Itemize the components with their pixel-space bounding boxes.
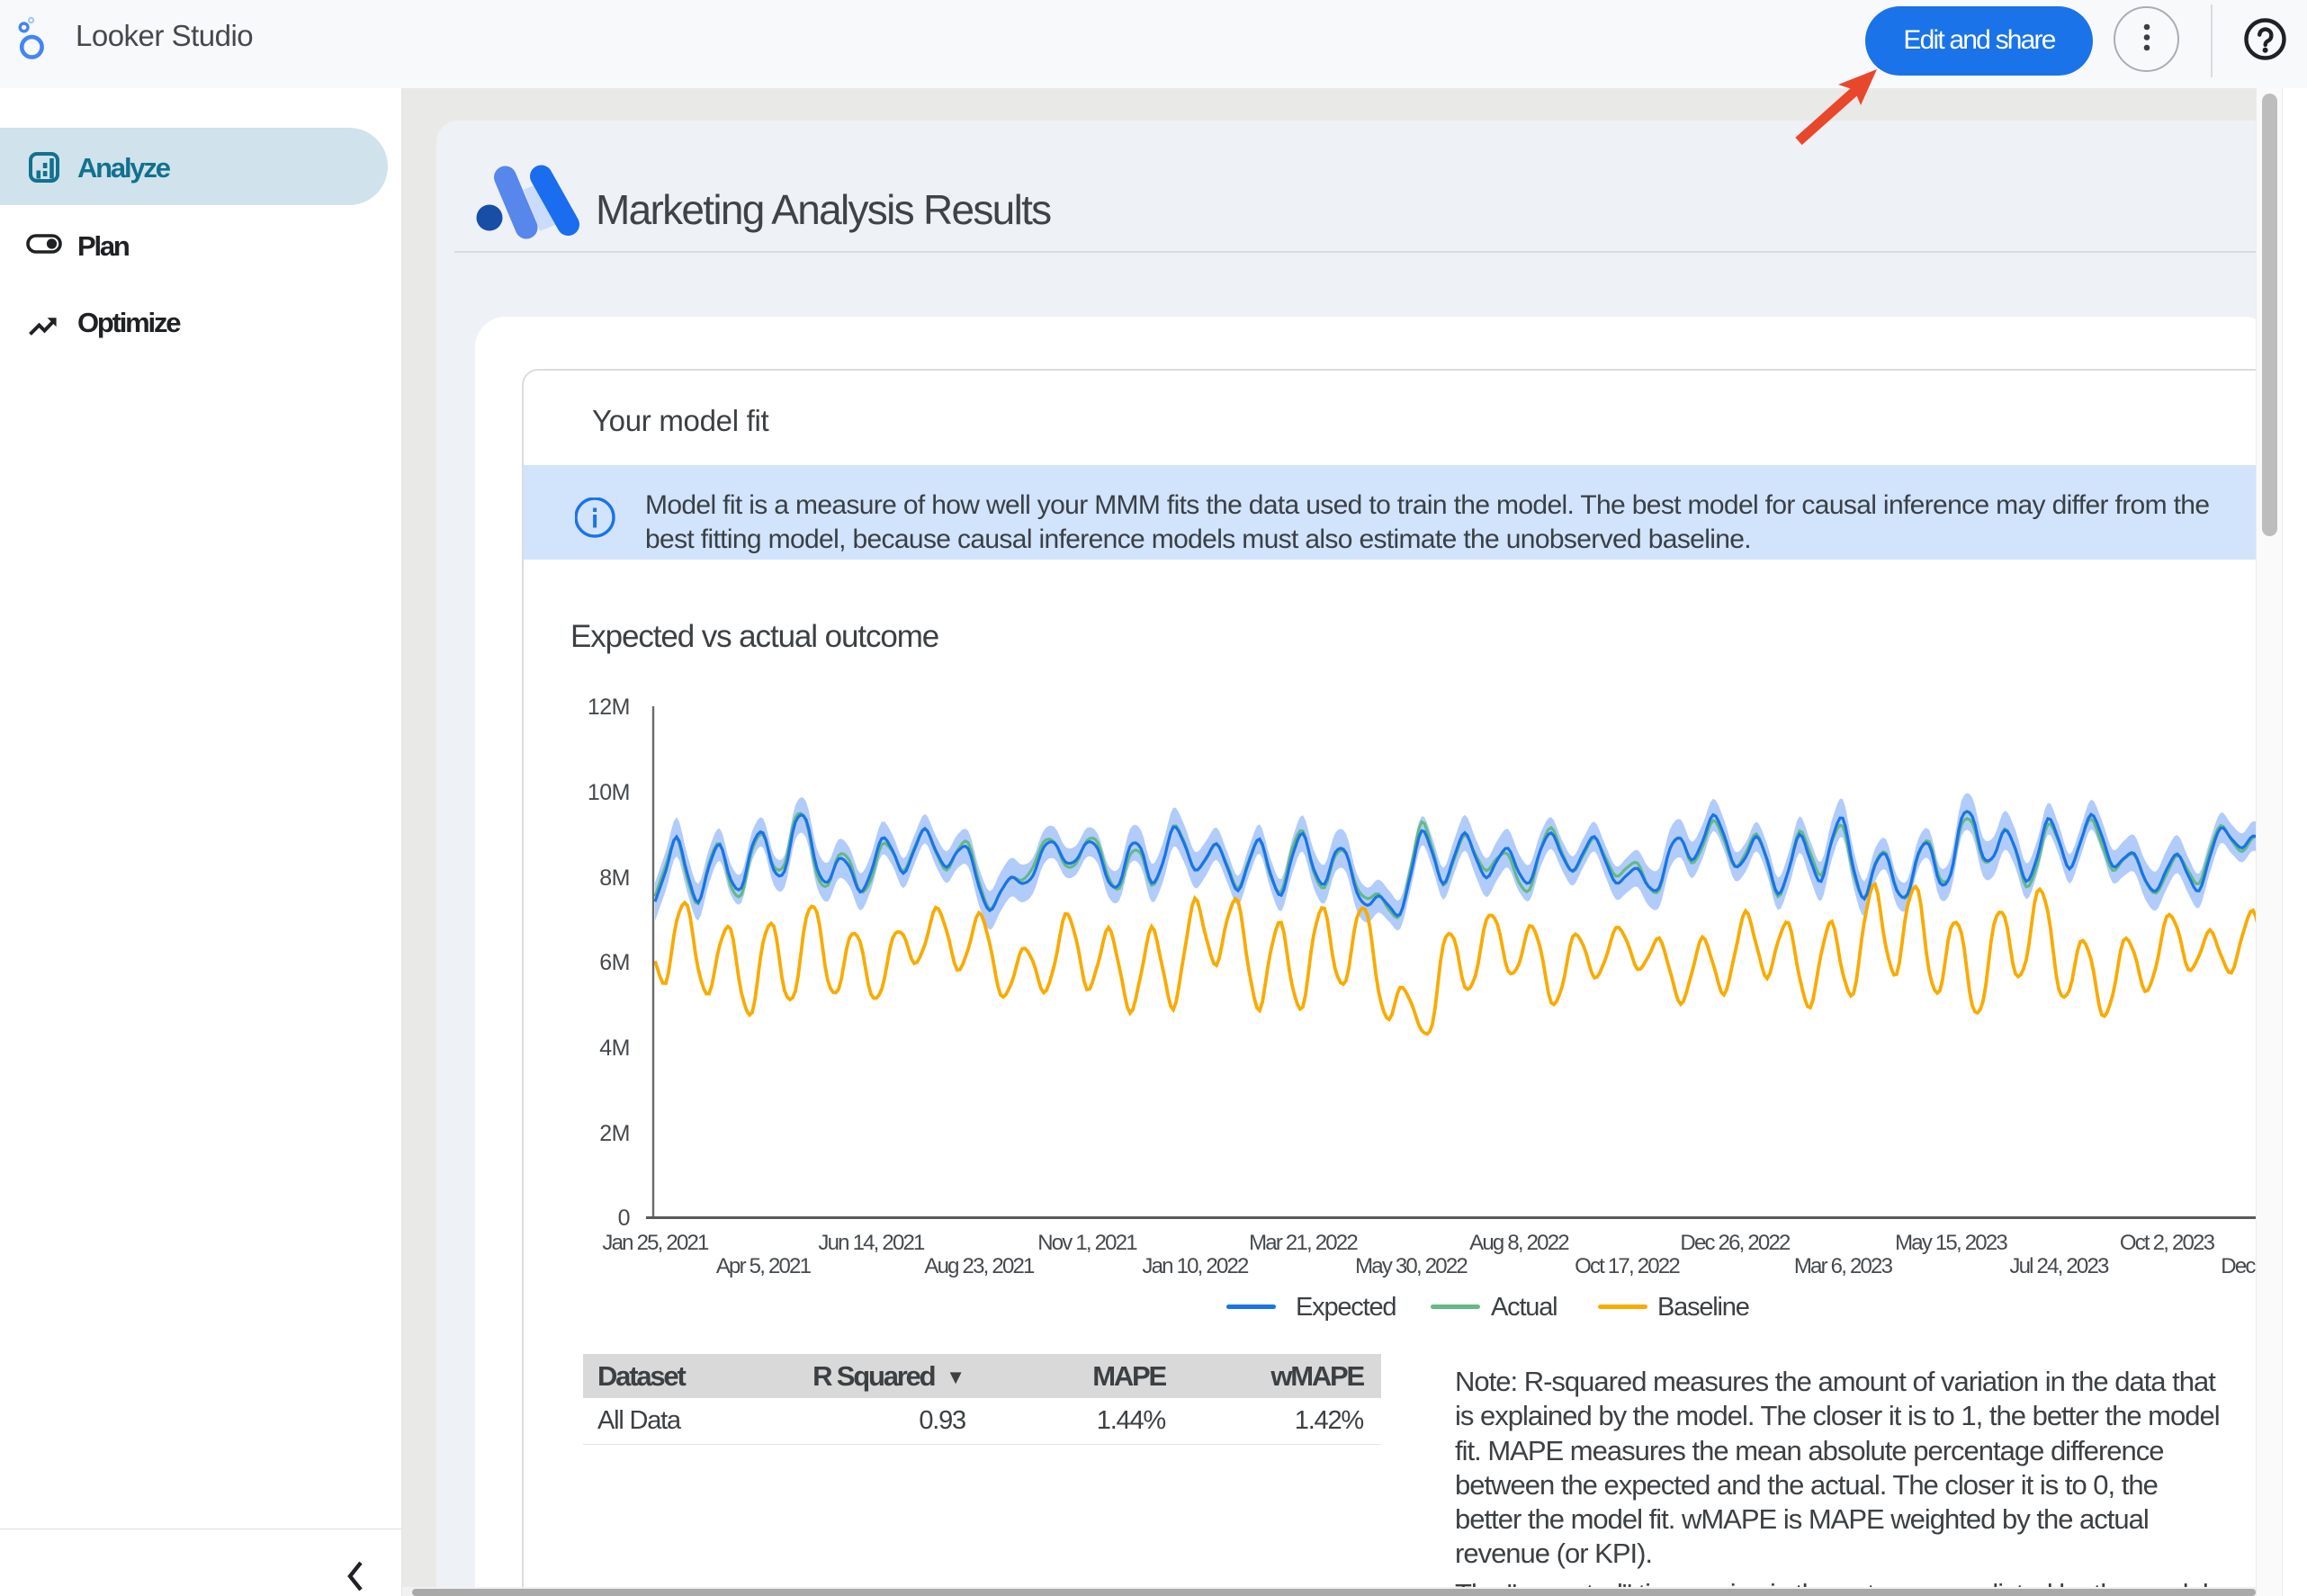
- svg-text:Mar 21, 2022: Mar 21, 2022: [1249, 1231, 1358, 1255]
- svg-text:Oct 2, 2023: Oct 2, 2023: [2120, 1231, 2215, 1255]
- svg-text:Dec 11, 2023: Dec 11, 2023: [2221, 1254, 2256, 1278]
- svg-text:12M: 12M: [588, 695, 630, 720]
- svg-text:Jun 14, 2021: Jun 14, 2021: [818, 1231, 925, 1255]
- svg-text:Jan 10, 2022: Jan 10, 2022: [1142, 1254, 1249, 1278]
- svg-text:Aug 23, 2021: Aug 23, 2021: [924, 1254, 1035, 1278]
- svg-text:Aug 8, 2022: Aug 8, 2022: [1469, 1231, 1569, 1255]
- svg-text:8M: 8M: [599, 865, 630, 891]
- svg-text:Apr 5, 2021: Apr 5, 2021: [716, 1254, 812, 1278]
- svg-text:4M: 4M: [599, 1036, 630, 1061]
- svg-text:Jan 25, 2021: Jan 25, 2021: [602, 1231, 709, 1255]
- svg-text:Nov 1, 2021: Nov 1, 2021: [1037, 1231, 1137, 1255]
- svg-text:Actual: Actual: [1491, 1293, 1557, 1322]
- svg-text:May 15, 2023: May 15, 2023: [1895, 1231, 2007, 1255]
- svg-text:Oct 17, 2022: Oct 17, 2022: [1575, 1254, 1680, 1278]
- svg-text:May 30, 2022: May 30, 2022: [1355, 1254, 1468, 1278]
- svg-text:Jul 24, 2023: Jul 24, 2023: [2009, 1254, 2109, 1278]
- svg-text:Mar 6, 2023: Mar 6, 2023: [1794, 1254, 1893, 1278]
- svg-text:2M: 2M: [599, 1121, 630, 1146]
- svg-text:Baseline: Baseline: [1657, 1293, 1749, 1322]
- svg-text:Dec 26, 2022: Dec 26, 2022: [1680, 1231, 1791, 1255]
- svg-text:Expected: Expected: [1296, 1293, 1396, 1322]
- svg-text:10M: 10M: [588, 780, 630, 805]
- svg-text:0: 0: [618, 1206, 630, 1231]
- svg-text:6M: 6M: [599, 950, 630, 975]
